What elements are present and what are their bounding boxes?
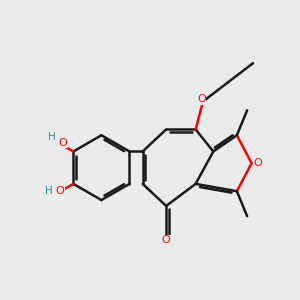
- Text: H: H: [48, 132, 56, 142]
- Text: O: O: [58, 138, 67, 148]
- Text: O: O: [55, 186, 64, 196]
- Text: O: O: [162, 236, 171, 245]
- Text: O: O: [197, 94, 206, 104]
- Text: O: O: [253, 158, 262, 168]
- Text: H: H: [45, 186, 52, 196]
